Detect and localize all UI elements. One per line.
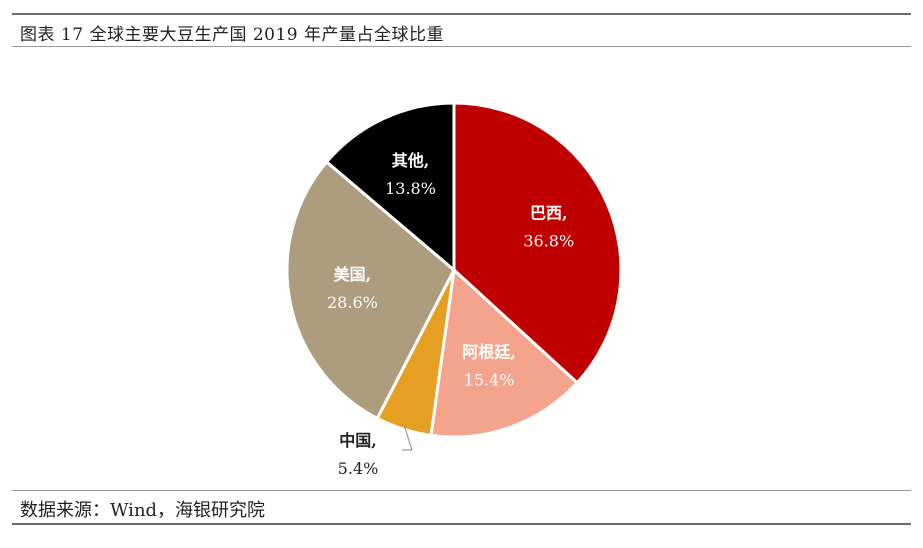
- pie-slice-3: [285, 160, 456, 420]
- bottom-rule: [12, 523, 911, 525]
- pie-slices: [285, 101, 623, 439]
- pie-label-4: 其他,: [392, 151, 430, 170]
- title-rule: [12, 46, 911, 47]
- pie-value-label-3: 28.6%: [327, 293, 378, 312]
- pie-slice-1: [429, 268, 579, 439]
- source-rule: [12, 490, 911, 491]
- pie-leader-line-2: [402, 425, 413, 451]
- source-note: 数据来源：Wind，海银研究院: [20, 500, 266, 521]
- pie-value-label-1: 15.4%: [464, 370, 515, 389]
- pie-label-1: 阿根廷,: [462, 342, 516, 361]
- pie-label-3: 美国,: [334, 265, 372, 284]
- pie-slice-0: [452, 101, 623, 385]
- pie-slice-4: [325, 101, 456, 272]
- pie-leader-lines: [402, 425, 413, 451]
- pie-value-label-2: 5.4%: [338, 459, 379, 478]
- pie-value-label-0: 36.8%: [523, 231, 574, 250]
- pie-label-2: 中国,: [339, 431, 377, 450]
- pie-label-0: 巴西,: [530, 203, 568, 222]
- top-rule: [12, 13, 911, 15]
- pie-labels: 巴西, 36.8% 阿根廷, 15.4% 中国, 5.4% 美国, 28.6% 其他, 13.8%: [327, 151, 574, 478]
- figure-title: 图表 17 全球主要大豆生产国 2019 年产量占全球比重: [20, 25, 445, 45]
- pie-value-label-4: 13.8%: [385, 179, 436, 198]
